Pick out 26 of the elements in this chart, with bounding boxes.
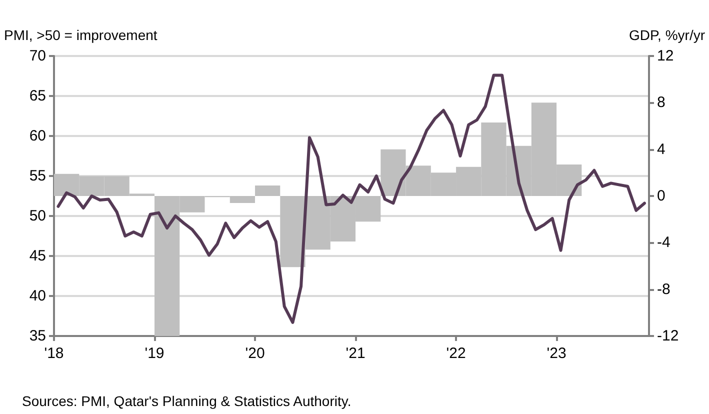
y2-tick-label: -4 (657, 234, 670, 252)
y-tick-label: 35 (29, 328, 46, 344)
y2-tick-label: 12 (657, 48, 674, 64)
y2-tick-label: 8 (657, 94, 666, 112)
y-tick-label: 50 (29, 208, 46, 224)
x-tick-label: '23 (546, 345, 566, 362)
source-note: Sources: PMI, Qatar's Planning & Statistics Authority. (22, 393, 352, 409)
x-tick-label: '22 (446, 345, 466, 362)
y2-tick-label: 0 (657, 188, 666, 204)
x-tick-label: '20 (245, 345, 265, 362)
y-tick-label: 55 (29, 168, 46, 184)
bar (255, 186, 280, 196)
y-tick-label: 60 (29, 128, 46, 144)
y2-tick-label: 4 (657, 140, 666, 158)
x-tick-label: '19 (144, 345, 164, 362)
y-tick-label: 40 (29, 288, 46, 304)
y2-tick-label: -12 (657, 328, 679, 344)
y2-tick-label: -8 (657, 280, 670, 298)
y-axis-title: PMI, >50 = improvement (4, 27, 158, 43)
y-tick-label: 65 (29, 88, 46, 104)
x-tick-label: '21 (346, 345, 366, 362)
line-series (56, 74, 646, 324)
y2-axis-title: GDP, %yr/yr (629, 27, 706, 43)
y-tick-label: 70 (29, 48, 46, 64)
x-tick-label: '18 (44, 345, 64, 362)
y-tick-label: 45 (29, 248, 46, 264)
